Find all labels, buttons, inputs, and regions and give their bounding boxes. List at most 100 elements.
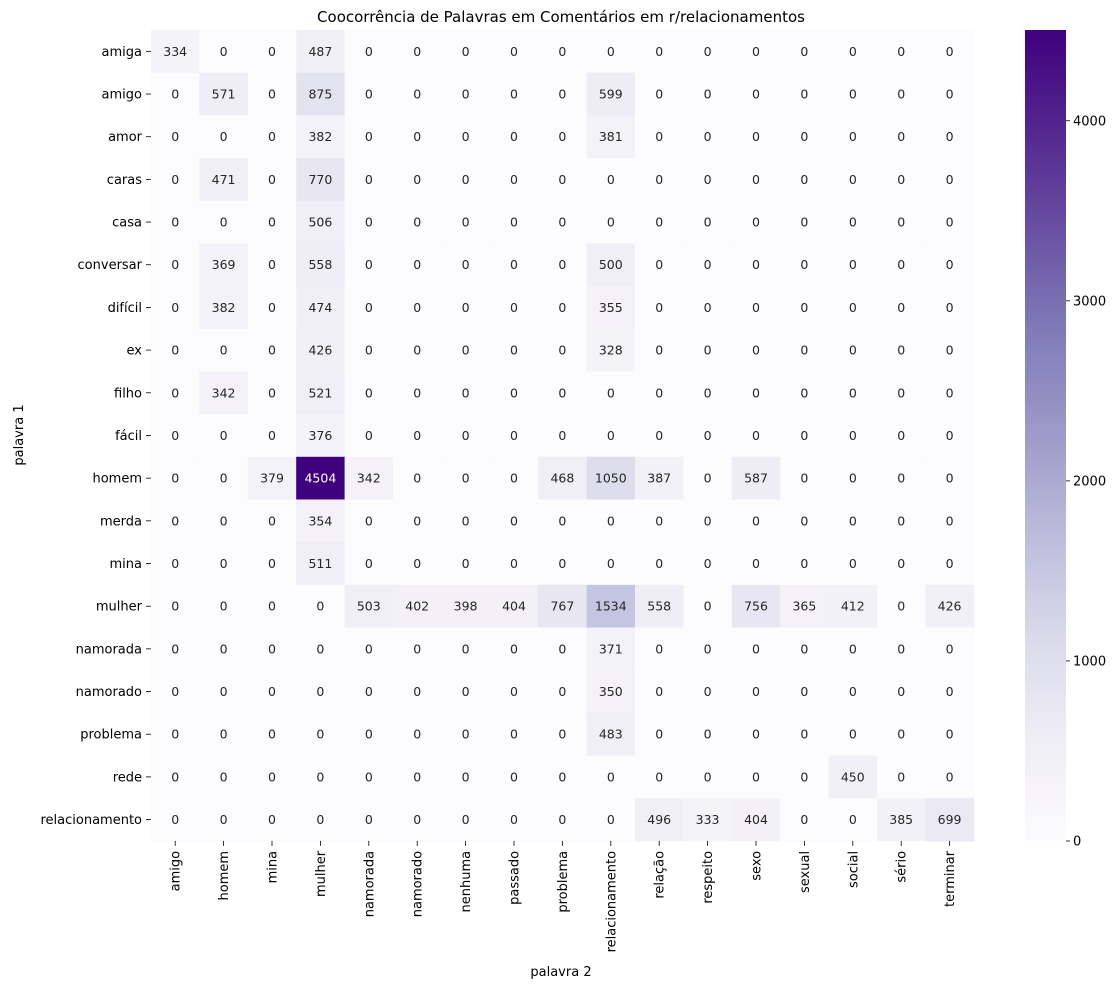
heatmap-cell bbox=[780, 584, 830, 629]
y-tick-label: amor bbox=[108, 130, 143, 145]
heatmap-cell bbox=[538, 115, 588, 159]
cell-value-label: 0 bbox=[849, 300, 857, 315]
x-tick-label: namorada bbox=[362, 851, 377, 917]
heatmap-cell bbox=[538, 456, 588, 500]
cell-value-label: 334 bbox=[163, 44, 187, 59]
heatmap-cell bbox=[683, 158, 733, 202]
cell-value-label: 0 bbox=[558, 87, 566, 102]
heatmap-cell bbox=[877, 456, 926, 500]
heatmap-cell bbox=[393, 798, 442, 842]
cell-value-label: 382 bbox=[212, 300, 236, 315]
y-tick-label: problema bbox=[80, 728, 142, 743]
cell-value-label: 0 bbox=[220, 684, 228, 699]
cell-value-label: 0 bbox=[946, 87, 954, 102]
cell-value-label: 0 bbox=[946, 343, 954, 358]
cell-value-label: 342 bbox=[212, 385, 236, 400]
heatmap-cell bbox=[344, 456, 394, 500]
cell-value-label: 0 bbox=[946, 513, 954, 528]
cell-value-label: 0 bbox=[510, 385, 518, 400]
heatmap-cell bbox=[247, 499, 297, 543]
heatmap-cell bbox=[731, 200, 781, 244]
x-tick-label: passado bbox=[508, 851, 523, 905]
cell-value-label: 0 bbox=[800, 300, 808, 315]
y-axis-label: palavra 1 bbox=[12, 404, 27, 465]
cell-value-label: 0 bbox=[220, 471, 228, 486]
cell-value-label: 0 bbox=[558, 428, 566, 443]
heatmap-cell bbox=[393, 499, 442, 543]
cell-value-label: 0 bbox=[220, 769, 228, 784]
cell-value-label: 0 bbox=[462, 812, 470, 827]
heatmap-cell bbox=[296, 200, 346, 244]
cell-value-label: 0 bbox=[510, 471, 518, 486]
cell-value-label: 0 bbox=[462, 769, 470, 784]
heatmap-cell bbox=[199, 456, 249, 500]
cell-value-label: 0 bbox=[897, 769, 905, 784]
cell-value-label: 0 bbox=[946, 556, 954, 571]
cell-value-label: 0 bbox=[413, 343, 421, 358]
x-axis-label: palavra 2 bbox=[530, 965, 591, 980]
heatmap-cell bbox=[877, 243, 926, 287]
cell-value-label: 0 bbox=[655, 172, 663, 187]
cell-value-label: 468 bbox=[550, 471, 574, 486]
heatmap-cell bbox=[828, 30, 878, 74]
heatmap-cell bbox=[199, 712, 249, 757]
cell-value-label: 0 bbox=[752, 641, 760, 656]
heatmap-cell bbox=[344, 72, 394, 116]
cell-value-label: 0 bbox=[946, 727, 954, 742]
heatmap-cell bbox=[151, 456, 200, 500]
heatmap-cell bbox=[393, 286, 442, 330]
heatmap-cell bbox=[731, 30, 781, 74]
heatmap-cell bbox=[393, 328, 442, 372]
cell-value-label: 0 bbox=[558, 812, 566, 827]
heatmap-cell bbox=[296, 755, 346, 799]
heatmap-cell bbox=[344, 670, 394, 714]
y-tick-label: caras bbox=[107, 173, 142, 188]
heatmap-cell bbox=[683, 542, 733, 586]
cell-value-label: 0 bbox=[462, 300, 470, 315]
heatmap-cell bbox=[925, 115, 975, 159]
cell-value-label: 0 bbox=[462, 556, 470, 571]
heatmap-cell bbox=[296, 584, 346, 629]
heatmap-cell bbox=[925, 72, 975, 116]
heatmap-cell bbox=[247, 328, 297, 372]
y-tick-label: mulher bbox=[96, 600, 143, 615]
cell-value-label: 0 bbox=[316, 769, 324, 784]
heatmap-cell bbox=[538, 798, 588, 842]
heatmap-cell bbox=[489, 755, 539, 799]
heatmap-cell bbox=[877, 712, 926, 757]
heatmap-cell bbox=[925, 200, 975, 244]
heatmap-cell bbox=[877, 584, 926, 629]
cell-value-label: 426 bbox=[308, 343, 332, 358]
cell-value-label: 0 bbox=[752, 769, 760, 784]
heatmap-cell bbox=[586, 456, 636, 500]
cell-value-label: 0 bbox=[800, 812, 808, 827]
cell-value-label: 0 bbox=[171, 471, 179, 486]
cell-value-label: 0 bbox=[849, 556, 857, 571]
heatmap-cell bbox=[828, 627, 878, 671]
heatmap-cell bbox=[247, 243, 297, 287]
heatmap-cell bbox=[828, 670, 878, 714]
cell-value-label: 875 bbox=[308, 87, 332, 102]
heatmap-cell bbox=[780, 670, 830, 714]
cell-value-label: 0 bbox=[171, 300, 179, 315]
cell-value-label: 0 bbox=[413, 812, 421, 827]
cell-value-label: 0 bbox=[365, 769, 373, 784]
heatmap-cell bbox=[538, 670, 588, 714]
heatmap-cell bbox=[344, 243, 394, 287]
cell-value-label: 0 bbox=[171, 343, 179, 358]
cell-value-label: 0 bbox=[413, 257, 421, 272]
heatmap-cell bbox=[780, 30, 830, 74]
heatmap-cell bbox=[925, 456, 975, 500]
cell-value-label: 0 bbox=[413, 513, 421, 528]
cell-value-label: 0 bbox=[704, 87, 712, 102]
heatmap-cell bbox=[877, 328, 926, 372]
cell-value-label: 0 bbox=[752, 385, 760, 400]
cell-value-label: 0 bbox=[365, 44, 373, 59]
cell-value-label: 342 bbox=[357, 471, 381, 486]
cell-value-label: 0 bbox=[268, 599, 276, 614]
heatmap-cell bbox=[586, 30, 636, 74]
cell-value-label: 0 bbox=[171, 513, 179, 528]
heatmap-cell bbox=[925, 542, 975, 586]
y-tick-label: difícil bbox=[108, 301, 142, 316]
cell-value-label: 0 bbox=[558, 215, 566, 230]
